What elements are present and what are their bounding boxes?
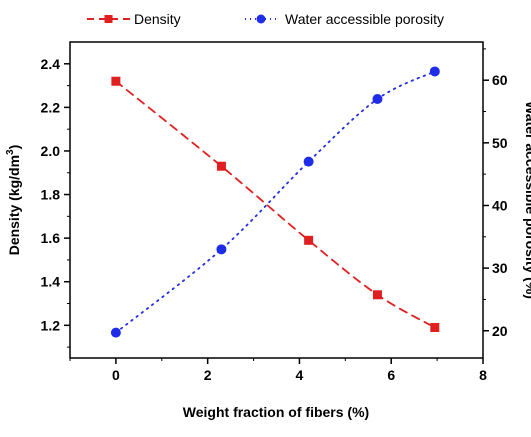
density-point xyxy=(372,290,382,300)
series-line-density xyxy=(114,80,436,329)
y-axis-left-title-sup: 3 xyxy=(5,149,16,155)
legend-porosity-label: Water accessible porosity xyxy=(285,11,444,27)
porosity-point xyxy=(303,156,314,167)
y-left-tick-label: 2.0 xyxy=(41,143,61,159)
y-left-tick-label: 1.8 xyxy=(41,187,61,203)
y-right-tick-label: 30 xyxy=(492,260,508,276)
legend-density-label: Density xyxy=(134,11,181,27)
y-left-tick-label: 2.2 xyxy=(41,99,61,115)
x-tick-label: 0 xyxy=(112,367,120,383)
y-left-tick-label: 1.6 xyxy=(41,230,61,246)
legend-density-marker xyxy=(104,15,113,23)
y-left-tick-label: 1.2 xyxy=(41,317,61,333)
y-axis-left-title-main: Density (kg/dm xyxy=(6,155,22,255)
porosity-point xyxy=(429,66,440,77)
x-tick-label: 8 xyxy=(479,367,487,383)
x-tick-label: 4 xyxy=(296,367,304,383)
legend-density: Density xyxy=(87,11,181,27)
legend-porosity-marker xyxy=(256,14,266,24)
y-axis-left: 1.2 1.4 1.6 1.8 2.0 2.2 2.4 xyxy=(41,56,70,348)
y-right-tick-label: 50 xyxy=(492,135,508,151)
series-line-porosity xyxy=(114,70,436,334)
plot-frame xyxy=(69,41,484,359)
density-point xyxy=(216,161,226,171)
y-right-tick-label: 40 xyxy=(492,197,508,213)
y-right-tick-label: 60 xyxy=(492,72,508,88)
legend-porosity: Water accessible porosity xyxy=(245,11,444,27)
y-axis-left-title: Density (kg/dm3) xyxy=(5,145,22,256)
density-point xyxy=(430,322,440,332)
series-layer xyxy=(110,66,440,338)
y-axis-right: 20 30 40 50 60 xyxy=(483,48,508,339)
porosity-point xyxy=(216,244,227,255)
y-left-tick-label: 1.4 xyxy=(41,274,61,290)
y-left-tick-label: 2.4 xyxy=(41,56,61,72)
x-tick-label: 2 xyxy=(204,367,212,383)
y-right-tick-label: 20 xyxy=(492,323,508,339)
density-point xyxy=(111,76,121,86)
x-axis: 0 2 4 6 8 xyxy=(69,358,487,383)
x-tick-label: 6 xyxy=(387,367,395,383)
x-axis-title: Weight fraction of fibers (%) xyxy=(183,404,369,420)
y-axis-right-title: Water accessible porosity (%) xyxy=(523,101,531,299)
porosity-point xyxy=(372,93,383,104)
porosity-point xyxy=(110,327,121,338)
y-axis-left-title-end: ) xyxy=(6,145,22,150)
density-point xyxy=(304,235,314,245)
